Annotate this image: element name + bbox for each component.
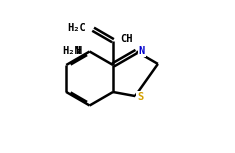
Text: H₂C: H₂C	[67, 23, 86, 33]
Text: H: H	[75, 45, 81, 56]
Text: S: S	[137, 92, 144, 102]
Text: N: N	[139, 46, 145, 56]
Text: S: S	[137, 92, 144, 102]
Text: H₂N: H₂N	[62, 45, 81, 56]
Text: N: N	[139, 46, 145, 56]
Text: CH: CH	[120, 34, 133, 44]
